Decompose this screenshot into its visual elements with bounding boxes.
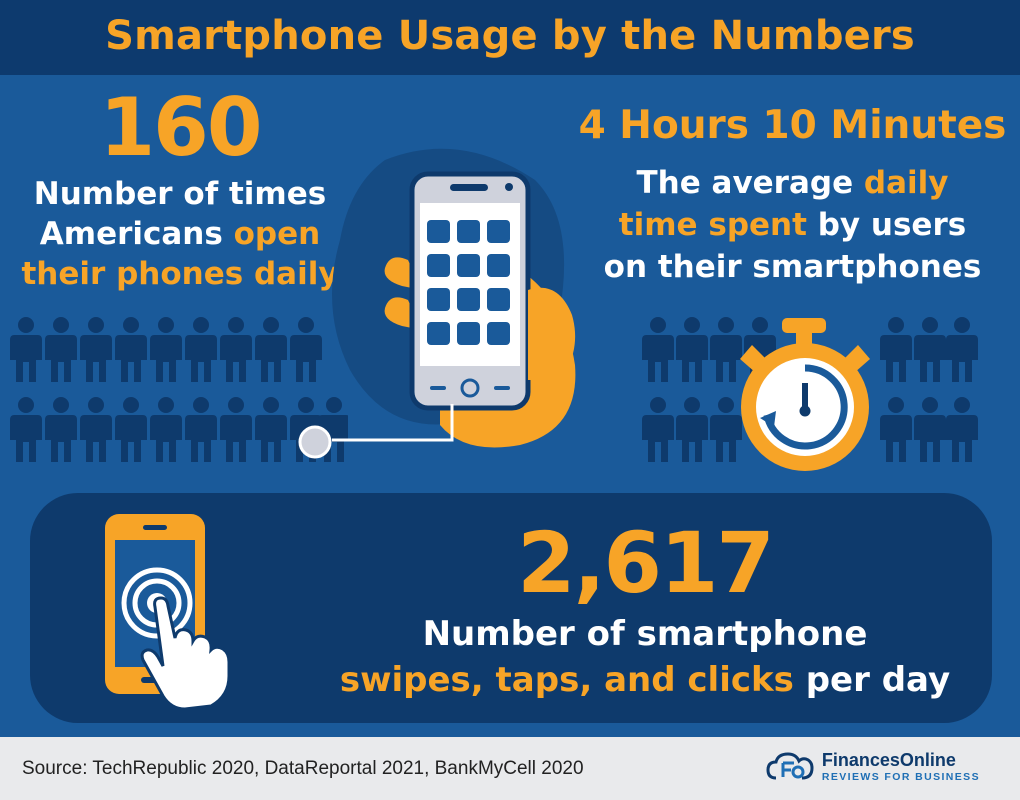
stat-open-count: 160 Number of times Americans open their… [0,82,360,294]
desc-text: per day [793,660,951,700]
stat-description: The average daily time spent by users on… [565,162,1020,288]
desc-line: Americans open [0,214,360,254]
header-bar: Smartphone Usage by the Numbers [0,0,1020,75]
desc-highlight: open [233,216,321,252]
desc-highlight: daily [863,165,949,201]
desc-highlight: their phones daily [21,256,339,292]
desc-line: Number of times [33,176,327,212]
stat-description: Number of times Americans open their pho… [0,174,360,294]
brand-logo: FinancesOnline REVIEWS FOR BUSINESS [766,750,980,784]
desc-highlight: swipes, taps, and clicks [339,660,794,700]
smartphone-icon [298,148,576,459]
tap-phone-icon [105,514,231,711]
brand-tagline: REVIEWS FOR BUSINESS [821,771,980,783]
desc-text: by users [806,207,967,243]
desc-line: time spent by users [565,204,1020,246]
footer-bar: Source: TechRepublic 2020, DataReportal … [0,737,1020,800]
desc-text: The average [636,165,864,201]
brand-name: FinancesOnline [821,750,956,770]
stat-description: Number of smartphone swipes, taps, and c… [300,611,990,703]
desc-text: Americans [39,216,234,252]
brand-text: FinancesOnline REVIEWS FOR BUSINESS [822,750,980,784]
desc-line: on their smartphones [603,249,982,285]
source-citation: Source: TechRepublic 2020, DataReportal … [22,758,584,779]
desc-line: Number of smartphone [422,614,868,654]
stat-number: 2,617 [517,514,775,612]
stopwatch-icon [740,318,870,471]
stat-number: 160 [99,81,263,174]
stat-taps: 2,617 Number of smartphone swipes, taps,… [300,515,990,703]
stat-number: 4 Hours 10 Minutes [578,103,1007,148]
stat-daily-time: 4 Hours 10 Minutes The average daily tim… [565,98,1020,288]
desc-line: The average daily [565,162,1020,204]
brand-logo-icon [766,752,814,780]
desc-line: swipes, taps, and clicks per day [300,657,990,703]
page-title: Smartphone Usage by the Numbers [105,13,915,59]
desc-highlight: time spent [618,207,807,243]
pointer-hand-icon [140,596,231,711]
